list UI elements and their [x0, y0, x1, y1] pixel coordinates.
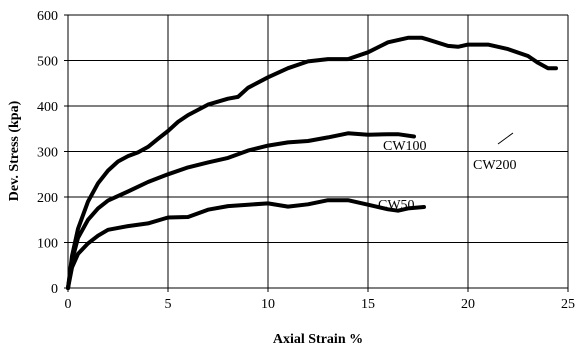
y-tick-label: 600: [37, 9, 58, 24]
series-label-cw200: CW200: [473, 158, 517, 173]
series-label-cw50: CW50: [378, 198, 415, 213]
series-label-cw100: CW100: [383, 139, 427, 154]
y-tick-label: 200: [37, 191, 58, 206]
leader-line-cw200: [497, 132, 514, 145]
x-tick-label: 5: [165, 297, 172, 312]
x-tick-label: 25: [561, 297, 575, 312]
y-tick-label: 400: [37, 100, 58, 115]
y-axis-title: Dev. Stress (kpa): [7, 100, 22, 201]
gridlines: [68, 14, 569, 288]
series-labels: CW200 CW100 CW50: [378, 132, 517, 213]
x-tick-label: 15: [361, 297, 375, 312]
y-tick-label: 500: [37, 55, 58, 70]
y-tick-label: 0: [51, 282, 58, 297]
series-line-cw200: [66, 35, 558, 290]
x-tick-label: 10: [261, 297, 275, 312]
x-tick-label: 20: [461, 297, 475, 312]
series-line-cw100: [66, 131, 416, 290]
y-tick-label: 100: [37, 237, 58, 252]
series-line-cw50: [66, 198, 426, 290]
y-tick-label: 300: [37, 146, 58, 161]
x-tick-labels: 0 5 10 15 20 25: [65, 288, 575, 312]
series-lines: [66, 35, 558, 290]
x-tick-label: 0: [65, 297, 72, 312]
x-axis-title: Axial Strain %: [273, 332, 363, 347]
y-tick-labels: 0 100 200 300 400 500 600: [37, 9, 68, 297]
